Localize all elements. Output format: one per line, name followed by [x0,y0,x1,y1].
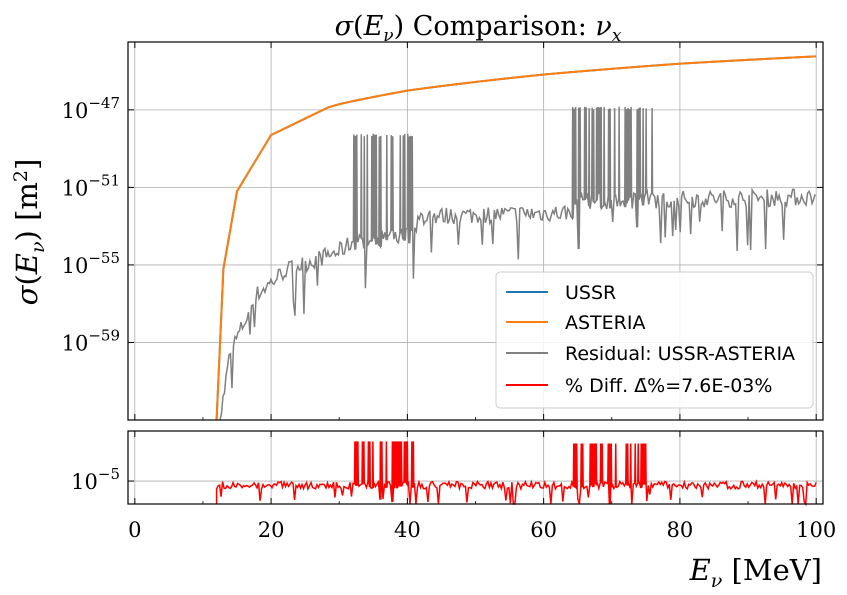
bottom-plot-frame [127,430,824,505]
main-series [215,55,817,421]
legend-box [495,271,814,409]
y-tick-label-1: 10−51 [62,171,120,200]
main-ticks: 10−47 10−51 10−55 10−59 [62,42,823,420]
y-axis-title: σ(Eν) [m2] [10,159,49,306]
y-tick-label-3: 10−59 [62,326,120,355]
x-tick-label-20: 20 [258,518,285,542]
series-line-residual [219,106,816,421]
y-tick-label-0: 10−47 [62,94,120,123]
legend-label-ussr: USSR [565,282,616,304]
x-tick-label-80: 80 [667,518,694,542]
legend-label-residual: Residual: USSR-ASTERIA [565,343,795,365]
chart-title: σ(Eν) Comparison: νx [335,11,622,46]
x-tick-label-40: 40 [394,518,421,542]
x-tick-label-60: 60 [530,518,557,542]
bottom-series [215,441,817,507]
x-axis-title: Eν [MeV] [689,553,822,592]
legend: USSR ASTERIA Residual: USSR-ASTERIA % Di… [495,271,814,409]
series-line-asteria [215,55,817,421]
legend-label-diff: % Diff. Δ̄%=7.6E-03% [565,375,772,397]
bottom-grid [128,431,823,504]
x-tick-label-0: 0 [128,518,141,542]
bottom-ticks: 0 20 40 60 80 100 10−5 [71,431,836,542]
bottom-y-tick-label: 10−5 [71,465,120,494]
series-line-percent-diff [215,441,817,507]
legend-label-asteria: ASTERIA [565,312,645,334]
y-tick-label-2: 10−55 [62,249,120,278]
x-tick-label-100: 100 [796,518,836,542]
